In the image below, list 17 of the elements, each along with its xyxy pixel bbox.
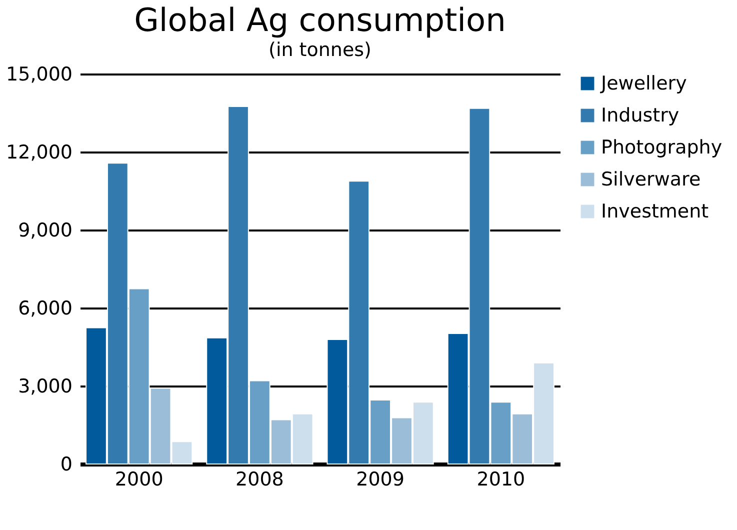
chart-title: Global Ag consumption bbox=[134, 1, 506, 39]
y-tick-label: 15,000 bbox=[6, 64, 72, 86]
y-tick-label: 0 bbox=[60, 454, 72, 476]
y-tick-label: 9,000 bbox=[18, 220, 72, 242]
y-tick-label: 12,000 bbox=[6, 142, 72, 164]
y-tick-label: 3,000 bbox=[18, 376, 72, 398]
legend-label: Investment bbox=[601, 200, 709, 222]
x-tick-label: 2010 bbox=[476, 468, 526, 490]
legend-label: Silverware bbox=[601, 168, 701, 190]
x-tick-label: 2000 bbox=[114, 468, 164, 490]
legend-label: Jewellery bbox=[600, 72, 687, 94]
legend-label: Photography bbox=[601, 136, 722, 158]
y-tick-label: 6,000 bbox=[18, 298, 72, 320]
legend-label: Industry bbox=[601, 104, 680, 126]
x-tick-label: 2009 bbox=[356, 468, 404, 490]
x-tick-label: 2008 bbox=[236, 468, 284, 490]
chart-subtitle: (in tonnes) bbox=[268, 39, 372, 61]
